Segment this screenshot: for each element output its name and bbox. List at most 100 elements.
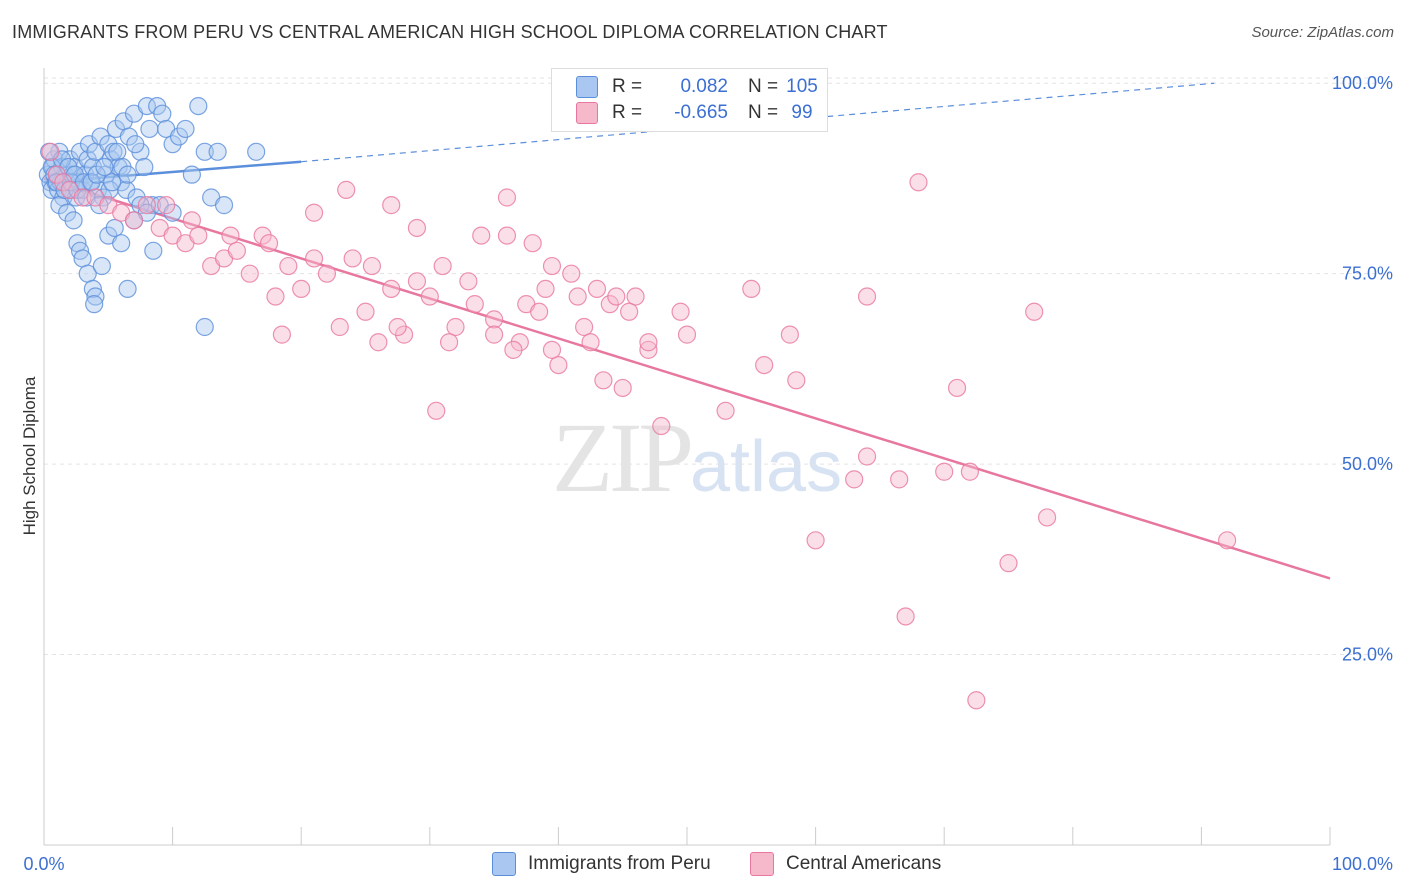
data-point xyxy=(420,287,439,306)
data-point xyxy=(542,256,562,276)
x-tick-label: 0.0% xyxy=(23,854,64,874)
data-point xyxy=(857,447,877,466)
watermark: ZIPatlas xyxy=(552,400,842,515)
data-point xyxy=(317,264,337,283)
data-point xyxy=(581,333,600,352)
trend-line-peru-extension xyxy=(301,82,1215,163)
bottom-legend-central: Central Americans xyxy=(750,852,941,876)
data-point xyxy=(343,249,362,268)
y-axis-title: High School Diploma xyxy=(20,376,39,535)
data-point xyxy=(124,211,144,230)
data-point xyxy=(890,470,909,489)
data-point xyxy=(182,165,201,184)
legend-row-central: R = -0.665 N = 99 xyxy=(576,100,822,126)
data-point xyxy=(967,691,986,710)
data-point xyxy=(562,264,581,283)
data-point xyxy=(182,211,201,230)
data-point xyxy=(459,272,478,291)
grid-lines xyxy=(44,77,1390,656)
data-point xyxy=(755,355,774,375)
x-tick-label: 100.0% xyxy=(1332,854,1393,874)
data-point xyxy=(485,325,504,344)
data-point xyxy=(208,142,227,161)
data-point xyxy=(105,218,124,238)
data-point xyxy=(787,371,806,390)
data-point xyxy=(292,279,311,299)
data-point xyxy=(549,355,568,375)
data-point xyxy=(157,196,176,215)
legend-n-label: N = xyxy=(748,102,779,123)
series-central-americans xyxy=(41,142,1237,710)
data-point xyxy=(86,287,105,306)
data-point xyxy=(382,279,401,299)
data-point xyxy=(112,234,131,253)
data-point xyxy=(189,96,208,116)
data-point xyxy=(472,226,491,245)
data-point xyxy=(337,180,356,199)
data-point xyxy=(388,317,407,337)
data-point xyxy=(613,378,632,398)
axes xyxy=(43,68,1331,846)
data-point xyxy=(523,234,542,253)
legend-swatch-peru xyxy=(576,76,598,98)
data-point xyxy=(247,142,266,161)
data-point xyxy=(41,142,60,161)
data-point xyxy=(58,203,77,222)
data-point xyxy=(330,317,349,337)
data-point xyxy=(485,310,504,329)
data-point xyxy=(1218,531,1237,550)
data-point xyxy=(95,157,114,177)
data-point xyxy=(135,157,154,177)
data-point xyxy=(394,325,414,344)
data-point xyxy=(1025,302,1044,321)
data-point xyxy=(896,607,915,626)
data-point xyxy=(54,173,73,192)
data-point xyxy=(140,119,159,139)
legend-r-value: 0.082 xyxy=(680,76,728,97)
legend-n-value: 99 xyxy=(791,102,813,123)
data-point xyxy=(266,287,285,306)
data-point xyxy=(304,203,324,222)
data-point xyxy=(568,287,587,306)
data-point xyxy=(272,325,292,344)
data-point xyxy=(407,272,427,291)
data-point xyxy=(118,165,137,184)
y-tick-label: 100.0% xyxy=(1332,73,1393,93)
data-point xyxy=(587,279,607,299)
data-point xyxy=(677,325,697,344)
data-point xyxy=(103,173,122,192)
legend-r-label: R = xyxy=(612,76,643,97)
data-point xyxy=(626,287,645,306)
legend-r-label: R = xyxy=(612,102,643,123)
bottom-legend-label-central: Central Americans xyxy=(786,853,942,874)
data-point xyxy=(176,119,195,139)
data-point xyxy=(806,531,825,550)
y-tick-label: 25.0% xyxy=(1342,645,1393,665)
data-point xyxy=(620,302,639,321)
series-peru xyxy=(38,96,266,337)
data-point xyxy=(126,135,145,154)
trend-line-central-americans xyxy=(43,177,1331,580)
data-point xyxy=(189,226,208,245)
data-point xyxy=(253,226,272,245)
data-point xyxy=(64,211,83,230)
data-point xyxy=(909,173,928,192)
bottom-legend-swatch-central xyxy=(750,852,774,876)
data-point xyxy=(85,295,104,314)
tick-labels: 25.0% 50.0% 75.0% 100.0% 0.0% 100.0% High Scho… xyxy=(20,73,1393,874)
data-point xyxy=(144,241,163,260)
data-point xyxy=(369,333,388,352)
data-point xyxy=(497,226,517,245)
data-point xyxy=(259,234,279,253)
data-point xyxy=(47,165,66,184)
legend-swatch-central xyxy=(576,102,598,124)
data-point xyxy=(999,554,1018,573)
data-point xyxy=(857,287,877,306)
data-point xyxy=(600,295,619,314)
data-point xyxy=(356,302,375,321)
data-point xyxy=(73,188,92,207)
data-point xyxy=(407,218,427,238)
legend-r-value: -0.665 xyxy=(674,102,728,123)
data-point xyxy=(427,401,446,420)
data-point xyxy=(169,127,189,146)
